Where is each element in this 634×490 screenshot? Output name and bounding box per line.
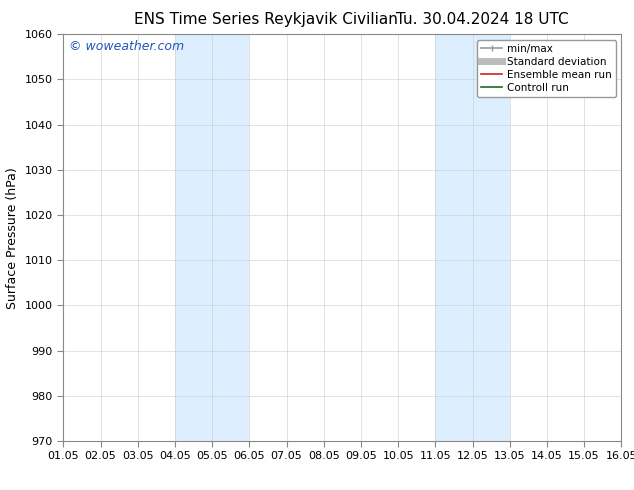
Text: ENS Time Series Reykjavik Civilian: ENS Time Series Reykjavik Civilian [134,12,398,27]
Legend: min/max, Standard deviation, Ensemble mean run, Controll run: min/max, Standard deviation, Ensemble me… [477,40,616,97]
Y-axis label: Surface Pressure (hPa): Surface Pressure (hPa) [6,167,19,309]
Text: © woweather.com: © woweather.com [69,40,184,53]
Bar [175,34,249,441]
Text: Tu. 30.04.2024 18 UTC: Tu. 30.04.2024 18 UTC [396,12,568,27]
Bar [436,34,510,441]
